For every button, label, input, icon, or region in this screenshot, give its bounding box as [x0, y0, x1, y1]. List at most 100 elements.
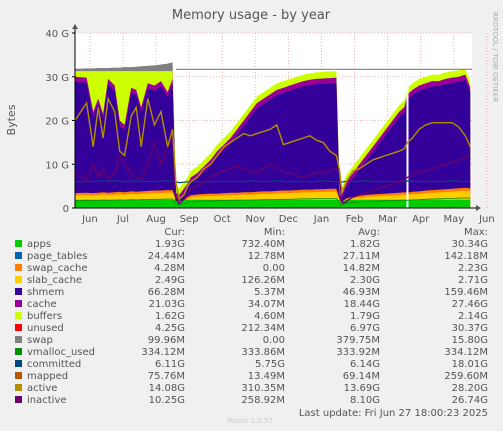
legend-label-active: active: [27, 383, 57, 394]
x-tick-label: Apr: [412, 214, 430, 225]
legend-label-slab-cache: slab_cache: [27, 275, 82, 286]
line-committed: [75, 180, 471, 184]
x-tick-label: Jun: [478, 214, 495, 225]
x-tick-label: Jun: [81, 214, 98, 225]
line-vmalloc-used: [74, 197, 471, 206]
legend-label-swap: swap: [27, 335, 53, 346]
legend-max-value: 142.18M: [444, 251, 488, 262]
legend-avg-value: 6.14G: [350, 359, 380, 370]
legend-cur-value: 24.44M: [148, 251, 185, 262]
legend-swatch-inactive: [15, 396, 22, 403]
legend-max-value: 27.46G: [452, 299, 488, 310]
legend-swatch-unused: [15, 324, 22, 331]
legend-max-value: 15.80G: [452, 335, 488, 346]
legend-swatch-committed: [15, 360, 22, 367]
legend-max-value: 26.74G: [452, 395, 488, 406]
x-tick-label: Jan: [313, 214, 329, 225]
legend-avg-value: 18.44G: [344, 299, 380, 310]
line-active: [74, 96, 471, 201]
legend-cur-value: 6.11G: [155, 359, 185, 370]
legend-label-apps: apps: [27, 239, 51, 250]
legend-swatch-page-tables: [15, 252, 22, 259]
legend-cur-value: 75.76M: [148, 371, 185, 382]
legend-cur-value: 10.25G: [149, 395, 185, 406]
legend-max-value: 259.60M: [444, 371, 488, 382]
legend-avg-value: 8.10G: [350, 395, 380, 406]
legend-cur-value: 21.03G: [149, 299, 185, 310]
x-tick-label: Oct: [214, 214, 231, 225]
axes: [72, 24, 481, 211]
legend-label-shmem: shmem: [27, 287, 64, 298]
series-lines: [74, 68, 472, 206]
y-axis-arrow: [72, 24, 78, 29]
legend-min-value: 126.26M: [241, 275, 285, 286]
legend-cur-value: 14.08G: [149, 383, 185, 394]
legend-cur-value: 99.96M: [148, 335, 185, 346]
y-tick-label: 10 G: [45, 160, 69, 171]
legend-max-value: 30.34G: [452, 239, 488, 250]
y-tick-label: 30 G: [45, 73, 69, 84]
legend-min-value: 34.07M: [248, 299, 285, 310]
legend-label-cache: cache: [27, 299, 57, 310]
chart-title: Memory usage - by year: [172, 8, 331, 23]
legend-swatch-swap-cache: [15, 264, 22, 271]
legend-label-vmalloc-used: vmalloc_used: [27, 347, 95, 358]
legend-min-value: 333.86M: [241, 347, 285, 358]
x-tick-label: Mar: [378, 214, 398, 225]
y-axis-label: Bytes: [5, 104, 18, 135]
legend-swatch-vmalloc-used: [15, 348, 22, 355]
legend-min-value: 258.92M: [241, 395, 285, 406]
legend-label-swap-cache: swap_cache: [27, 263, 87, 274]
legend-label-unused: unused: [27, 323, 64, 334]
legend-avg-value: 6.97G: [350, 323, 380, 334]
y-tick-labels: 0 10 G 20 G 30 G 40 G: [45, 29, 75, 215]
legend-min-value: 732.40M: [241, 239, 285, 250]
legend-max-value: 2.71G: [458, 275, 488, 286]
legend-avg-value: 13.69G: [344, 383, 380, 394]
legend-swatch-slab-cache: [15, 276, 22, 283]
legend-swatch-cache: [15, 300, 22, 307]
y-tick-label: 40 G: [45, 29, 69, 40]
legend-min-value: 0.00: [263, 263, 285, 274]
x-tick-label: May: [443, 214, 464, 225]
legend-cur-value: 66.28M: [148, 287, 185, 298]
legend-swatch-active: [15, 384, 22, 391]
legend-max-value: 28.20G: [452, 383, 488, 394]
header-avg: Avg:: [358, 227, 380, 238]
legend: Cur: Min: Avg: Max: apps 1.93G 732.40M 1.82…: [15, 227, 488, 406]
legend-label-committed: committed: [27, 359, 81, 370]
x-tick-label: Sep: [180, 214, 199, 225]
legend-max-value: 2.23G: [458, 263, 488, 274]
legend-min-value: 310.35M: [241, 383, 285, 394]
legend-label-mapped: mapped: [27, 371, 68, 382]
legend-avg-value: 27.11M: [343, 251, 380, 262]
y-tick-label: 20 G: [45, 117, 69, 128]
legend-swatch-swap: [15, 336, 22, 343]
legend-min-value: 12.78M: [248, 251, 285, 262]
line-inactive: [74, 135, 471, 205]
legend-avg-value: 1.79G: [350, 311, 380, 322]
x-tick-labels: Jun Jul Aug Sep Oct Nov Dec Jan Feb Mar Apr May Jun: [81, 214, 495, 225]
legend-avg-value: 2.30G: [350, 275, 380, 286]
legend-cur-value: 2.49G: [155, 275, 185, 286]
legend-swatch-mapped: [15, 372, 22, 379]
legend-swatch-shmem: [15, 288, 22, 295]
x-tick-label: Aug: [146, 214, 166, 225]
legend-min-value: 5.37M: [254, 287, 285, 298]
header-cur: Cur:: [164, 227, 185, 238]
legend-min-value: 4.60M: [254, 311, 285, 322]
last-update: Last update: Fri Jun 27 18:00:23 2025: [299, 408, 488, 419]
legend-max-value: 334.12M: [444, 347, 488, 358]
legend-cur-value: 4.28M: [154, 263, 185, 274]
legend-max-value: 2.14G: [458, 311, 488, 322]
x-tick-label: Dec: [279, 214, 298, 225]
legend-min-value: 0.00: [263, 335, 285, 346]
x-axis-arrow: [476, 205, 481, 211]
legend-min-value: 212.34M: [241, 323, 285, 334]
area-apps: [75, 199, 471, 208]
legend-max-value: 30.37G: [452, 323, 488, 334]
legend-avg-value: 379.75M: [336, 335, 380, 346]
legend-max-value: 159.46M: [444, 287, 488, 298]
header-min: Min:: [264, 227, 285, 238]
